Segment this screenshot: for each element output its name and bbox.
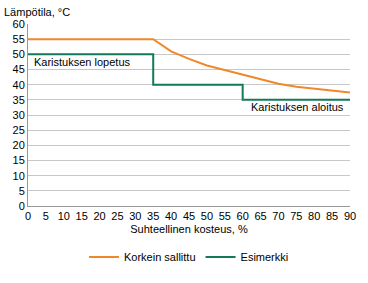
svg-text:Korkein sallittu: Korkein sallittu: [124, 251, 196, 263]
svg-text:25: 25: [13, 124, 25, 136]
svg-text:80: 80: [308, 210, 320, 222]
svg-text:Esimerkki: Esimerkki: [241, 251, 289, 263]
svg-text:50: 50: [201, 210, 213, 222]
svg-text:55: 55: [13, 33, 25, 45]
svg-text:70: 70: [272, 210, 284, 222]
svg-text:30: 30: [13, 109, 25, 121]
svg-text:50: 50: [13, 48, 25, 60]
svg-text:85: 85: [326, 210, 338, 222]
svg-text:Karistuksen lopetus: Karistuksen lopetus: [34, 56, 130, 68]
svg-text:0: 0: [19, 200, 25, 212]
svg-text:Lämpötila, °C: Lämpötila, °C: [4, 6, 70, 18]
svg-text:75: 75: [290, 210, 302, 222]
svg-text:55: 55: [219, 210, 231, 222]
svg-text:90: 90: [344, 210, 356, 222]
svg-text:Karistuksen aloitus: Karistuksen aloitus: [251, 101, 344, 113]
svg-text:10: 10: [58, 210, 70, 222]
svg-text:15: 15: [76, 210, 88, 222]
svg-text:0: 0: [25, 210, 31, 222]
svg-text:25: 25: [111, 210, 123, 222]
svg-text:45: 45: [13, 63, 25, 75]
svg-text:Suhteellinen kosteus, %: Suhteellinen kosteus, %: [130, 223, 248, 235]
svg-text:15: 15: [13, 154, 25, 166]
svg-text:20: 20: [93, 210, 105, 222]
svg-text:45: 45: [183, 210, 195, 222]
svg-text:20: 20: [13, 139, 25, 151]
svg-text:35: 35: [147, 210, 159, 222]
svg-text:10: 10: [13, 170, 25, 182]
svg-text:5: 5: [19, 185, 25, 197]
svg-text:60: 60: [237, 210, 249, 222]
svg-text:35: 35: [13, 94, 25, 106]
svg-text:60: 60: [13, 18, 25, 30]
svg-text:65: 65: [254, 210, 266, 222]
svg-text:40: 40: [165, 210, 177, 222]
svg-text:5: 5: [43, 210, 49, 222]
svg-text:40: 40: [13, 79, 25, 91]
svg-text:30: 30: [129, 210, 141, 222]
